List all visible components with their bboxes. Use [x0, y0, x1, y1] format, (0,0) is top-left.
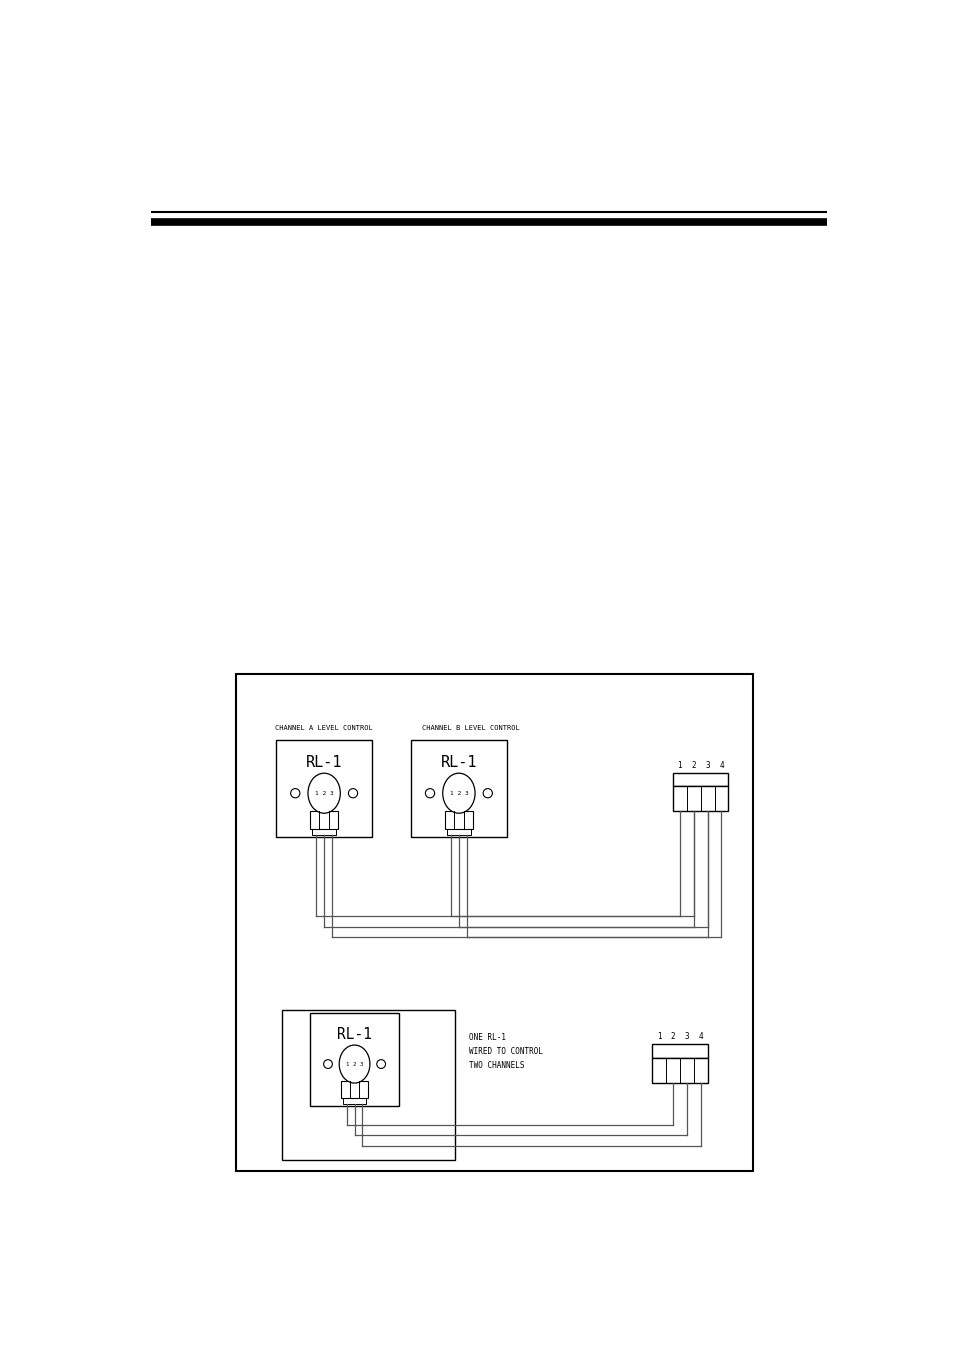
Text: 3: 3 [704, 761, 709, 770]
Text: RL-1: RL-1 [336, 1027, 372, 1042]
Bar [340, 1081, 368, 1098]
Bar [343, 1098, 366, 1104]
Bar [672, 773, 728, 786]
Bar [444, 811, 473, 830]
Text: CHANNEL A LEVEL CONTROL: CHANNEL A LEVEL CONTROL [275, 725, 373, 731]
Text: 1 2 3: 1 2 3 [449, 790, 468, 796]
Bar [281, 1011, 455, 1161]
Bar [411, 740, 506, 836]
Bar [652, 1058, 707, 1082]
Ellipse shape [442, 773, 475, 813]
Text: 4: 4 [719, 761, 723, 770]
Bar [672, 786, 728, 812]
Bar [275, 740, 372, 836]
Text: RL-1: RL-1 [440, 755, 476, 770]
Text: 1 2 3: 1 2 3 [345, 1062, 363, 1066]
Text: 1: 1 [677, 761, 681, 770]
Bar [652, 1044, 707, 1058]
Bar [446, 830, 471, 835]
Text: 2: 2 [691, 761, 696, 770]
Text: 3: 3 [684, 1032, 688, 1042]
Bar [312, 830, 335, 835]
Text: RL-1: RL-1 [306, 755, 342, 770]
Ellipse shape [339, 1046, 370, 1084]
Text: CHANNEL B LEVEL CONTROL: CHANNEL B LEVEL CONTROL [421, 725, 518, 731]
Ellipse shape [308, 773, 340, 813]
Text: 2: 2 [670, 1032, 675, 1042]
Text: 1 2 3: 1 2 3 [314, 790, 334, 796]
Bar [310, 811, 338, 830]
Bar [310, 1013, 398, 1105]
Text: ONE RL-1
WIRED TO CONTROL
TWO CHANNELS: ONE RL-1 WIRED TO CONTROL TWO CHANNELS [469, 1034, 542, 1070]
Text: 1: 1 [656, 1032, 660, 1042]
Text: 4: 4 [698, 1032, 702, 1042]
Bar [235, 674, 752, 1171]
